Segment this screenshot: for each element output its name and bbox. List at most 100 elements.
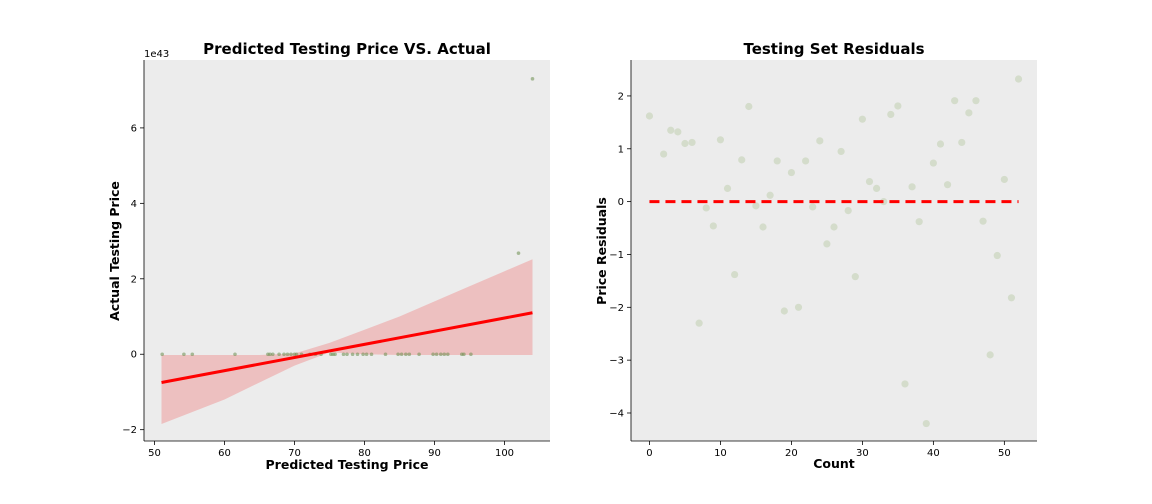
x-tick-label: 20 <box>785 448 798 459</box>
residual-point <box>993 251 1001 260</box>
residual-point <box>908 183 916 191</box>
data-point <box>369 352 374 357</box>
x-tick-label: 70 <box>288 448 301 459</box>
residual-point <box>794 303 803 311</box>
left-y-offset-label: 1e43 <box>144 49 169 60</box>
residual-point <box>802 157 810 165</box>
residual-point <box>645 112 654 120</box>
residual-point <box>723 184 732 193</box>
data-point <box>407 352 412 357</box>
regression-chart: 50 60 70 80 90 100 −2 0 2 4 6 1e43 Predicted Test… <box>107 40 550 472</box>
right-chart-title: Testing Set Residuals <box>743 40 924 58</box>
residual-point <box>943 181 952 189</box>
x-tick-label: 90 <box>428 448 441 459</box>
right-y-axis-label: Price Residuals <box>594 197 609 305</box>
y-tick-label: 0 <box>618 197 624 208</box>
left-x-ticks: 50 60 70 80 90 100 <box>148 441 514 459</box>
confidence-band-group <box>161 259 533 424</box>
y-tick-label: 4 <box>131 199 137 210</box>
residual-point <box>731 270 739 279</box>
data-point <box>233 352 237 357</box>
data-point <box>417 352 421 357</box>
residual-point <box>660 150 668 158</box>
data-point <box>396 352 400 357</box>
residual-point <box>787 168 796 177</box>
residual-point <box>823 240 831 248</box>
data-point <box>516 251 521 255</box>
residual-point <box>695 319 703 327</box>
data-point <box>462 352 466 357</box>
data-point <box>399 352 404 357</box>
x-tick-label: 50 <box>998 448 1011 459</box>
x-tick-label: 60 <box>218 448 231 459</box>
x-tick-label: 0 <box>646 448 652 459</box>
data-point <box>350 352 355 357</box>
data-point <box>383 352 388 357</box>
left-y-axis-label: Actual Testing Price <box>107 181 122 321</box>
x-tick-label: 80 <box>358 448 371 459</box>
y-tick-label: −4 <box>609 408 624 419</box>
residual-point <box>929 159 937 167</box>
residual-point <box>1014 75 1023 83</box>
left-x-axis-label: Predicted Testing Price <box>266 457 429 472</box>
residual-point <box>880 198 888 206</box>
data-point <box>364 352 369 357</box>
residual-point <box>979 217 987 225</box>
data-point <box>268 352 272 357</box>
residual-point <box>780 307 788 315</box>
data-point <box>285 352 290 357</box>
residual-point <box>702 204 710 212</box>
residual-point <box>773 157 781 165</box>
left-chart-title: Predicted Testing Price VS. Actual <box>203 40 491 58</box>
x-tick-label: 50 <box>148 448 161 459</box>
x-tick-label: 100 <box>495 448 514 459</box>
regression-line-group <box>161 311 533 385</box>
data-point <box>294 352 299 357</box>
data-point <box>160 352 164 357</box>
residual-point <box>752 202 760 210</box>
y-tick-label: 6 <box>131 123 137 134</box>
data-point <box>277 352 281 357</box>
left-points-group <box>160 77 535 357</box>
data-point <box>434 352 439 357</box>
right-plot-area <box>631 60 1037 441</box>
residual-point <box>972 97 980 105</box>
y-tick-label: −1 <box>609 250 624 261</box>
data-point <box>182 352 186 357</box>
residual-point <box>667 126 675 134</box>
residual-point <box>936 140 945 148</box>
right-x-axis-label: Count <box>813 456 855 471</box>
data-point <box>345 352 349 357</box>
y-tick-label: 2 <box>131 274 137 285</box>
residual-point <box>1000 175 1008 184</box>
residual-point <box>809 203 817 211</box>
left-plot-area <box>144 60 550 441</box>
data-point <box>439 352 443 357</box>
y-tick-label: −3 <box>609 356 624 367</box>
right-x-ticks: 0 10 20 30 40 50 <box>646 441 1011 459</box>
left-y-ticks: −2 0 2 4 6 <box>122 123 144 436</box>
data-point <box>446 352 450 357</box>
residual-point <box>951 97 959 105</box>
residual-point <box>865 177 874 186</box>
residuals-chart: 0 10 20 30 40 50 −4 −3 −2 −1 0 1 2 Testing Set Resi… <box>594 40 1037 471</box>
residual-point <box>745 102 753 111</box>
y-tick-label: 1 <box>618 144 624 155</box>
residual-point <box>830 223 838 231</box>
y-tick-label: −2 <box>609 303 624 314</box>
residual-point <box>887 110 895 119</box>
residual-point <box>681 139 689 148</box>
confidence-band <box>161 259 533 424</box>
residual-point <box>894 102 902 110</box>
residual-points-group <box>645 75 1023 428</box>
data-point <box>442 352 447 357</box>
data-point <box>333 352 337 357</box>
residual-point <box>766 191 774 199</box>
x-tick-label: 40 <box>927 448 940 459</box>
residual-point <box>965 109 973 117</box>
data-point <box>469 352 473 357</box>
residual-point <box>872 184 881 193</box>
data-point <box>341 352 346 357</box>
data-point <box>404 352 408 357</box>
